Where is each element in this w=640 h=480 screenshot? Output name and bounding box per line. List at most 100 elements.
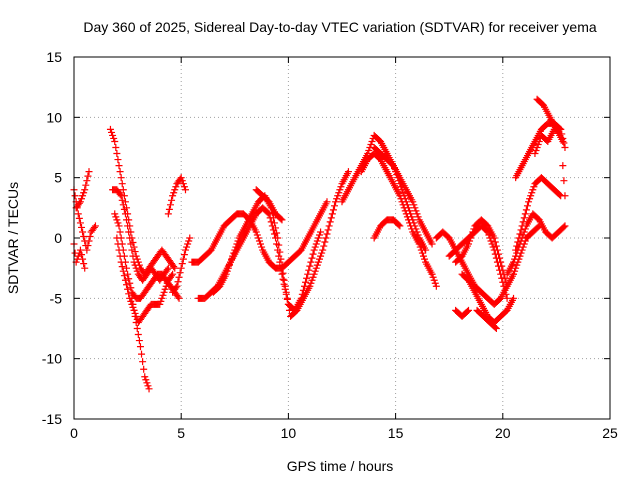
data-point [258, 243, 266, 251]
data-point [169, 270, 177, 278]
data-point [177, 174, 185, 182]
data-point [400, 204, 408, 212]
data-point [125, 275, 133, 283]
data-point [418, 249, 426, 257]
data-point [410, 201, 418, 209]
x-tick-label: 0 [70, 425, 78, 441]
data-point [327, 214, 335, 222]
data-point [511, 267, 519, 275]
y-tick-label: -15 [42, 411, 62, 427]
data-point [170, 189, 178, 197]
data-point [136, 343, 144, 351]
data-point [169, 192, 177, 200]
data-point [144, 382, 152, 390]
data-point [127, 240, 135, 248]
x-axis-label: GPS time / hours [287, 458, 394, 474]
data-point [530, 183, 538, 191]
data-point [315, 231, 323, 239]
data-point [113, 216, 121, 224]
data-point [307, 279, 315, 287]
data-point [177, 264, 185, 272]
data-point [285, 306, 293, 314]
data-point [175, 294, 183, 302]
data-point [432, 282, 440, 290]
data-point [142, 376, 150, 384]
data-point [334, 192, 342, 200]
data-point [184, 240, 192, 248]
data-point [302, 278, 310, 286]
data-point [272, 224, 280, 232]
data-point [310, 270, 318, 278]
data-point [269, 214, 277, 222]
data-point [106, 125, 114, 133]
data-point [164, 210, 172, 218]
data-point [397, 195, 405, 203]
data-point [515, 255, 523, 263]
data-point [519, 231, 527, 239]
data-point [561, 192, 569, 200]
data-point [463, 307, 471, 315]
data-point [517, 226, 525, 234]
data-point [282, 288, 290, 296]
data-point [521, 225, 529, 233]
data-point [230, 249, 238, 257]
data-point [326, 218, 334, 226]
data-point [515, 234, 523, 242]
data-point [323, 230, 331, 238]
data-point [90, 223, 98, 231]
data-point [277, 215, 285, 223]
data-point [145, 385, 153, 393]
data-point [163, 266, 171, 274]
series-track-ae [510, 222, 543, 278]
data-point [529, 186, 537, 194]
data-point [125, 290, 133, 298]
data-point [510, 294, 518, 302]
data-point [273, 229, 281, 237]
data-point [114, 156, 122, 164]
data-point [119, 186, 127, 194]
series-track-c [70, 240, 89, 272]
data-point [320, 242, 328, 250]
data-point [526, 195, 534, 203]
data-point [170, 263, 178, 271]
data-point [503, 282, 511, 290]
data-point [276, 258, 284, 266]
data-point [419, 252, 427, 260]
series-track-v [452, 216, 511, 290]
data-point [128, 294, 136, 302]
data-point [265, 210, 273, 218]
y-tick-label: 15 [46, 49, 62, 65]
data-point [180, 183, 188, 191]
data-point [308, 254, 316, 262]
data-point [489, 243, 497, 251]
data-point [173, 282, 181, 290]
data-point [516, 252, 524, 260]
data-point [502, 278, 510, 286]
data-point [414, 213, 422, 221]
x-tick-label: 25 [602, 425, 618, 441]
data-point [160, 288, 168, 296]
data-point [74, 252, 82, 260]
data-point [512, 246, 520, 254]
data-point [308, 276, 316, 284]
data-point [156, 300, 164, 308]
data-point [113, 150, 121, 158]
data-point [168, 272, 176, 280]
data-point [118, 180, 126, 188]
chart-title: Day 360 of 2025, Sidereal Day-to-day VTE… [83, 19, 596, 35]
data-point [127, 284, 135, 292]
data-point [329, 206, 337, 214]
data-point [186, 234, 194, 242]
data-point [398, 198, 406, 206]
data-point [516, 230, 524, 238]
data-point [181, 246, 189, 254]
data-point [503, 294, 511, 302]
data-point [514, 238, 522, 246]
data-point [116, 168, 124, 176]
data-point [162, 282, 170, 290]
data-point [133, 267, 141, 275]
series-track-r [370, 216, 404, 242]
data-point [396, 222, 404, 230]
series-track-h [128, 294, 153, 393]
data-point [255, 237, 263, 245]
